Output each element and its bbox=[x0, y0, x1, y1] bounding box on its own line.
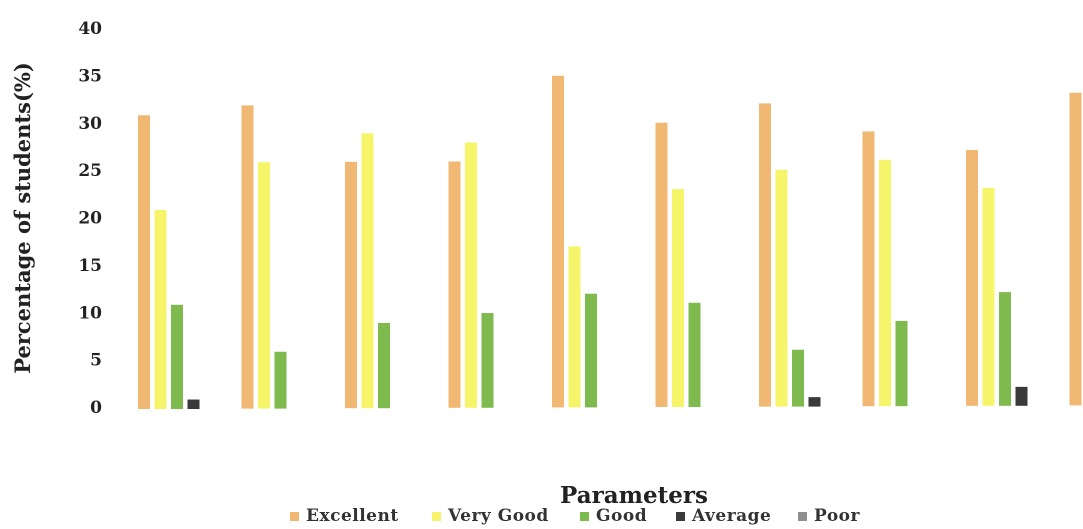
bar-excellent bbox=[1069, 92, 1082, 406]
bar-good bbox=[999, 292, 1011, 406]
legend-label: Average bbox=[691, 506, 771, 526]
bar-good bbox=[792, 349, 804, 407]
y-tick-label: 15 bbox=[78, 256, 102, 276]
bar-good bbox=[171, 304, 183, 409]
bar-very-good bbox=[465, 142, 477, 408]
y-axis-ticks: 0 5 10 15 20 25 30 35 40 bbox=[78, 19, 102, 418]
bar-excellent bbox=[345, 161, 357, 409]
legend-swatch-good bbox=[580, 512, 589, 521]
bar-excellent bbox=[759, 103, 771, 407]
bar-average bbox=[187, 399, 200, 409]
legend-swatch-poor bbox=[798, 512, 807, 521]
bar-excellent bbox=[862, 131, 875, 407]
y-axis-label: Percentage of students(%) bbox=[10, 62, 35, 374]
y-tick-label: 25 bbox=[78, 161, 102, 181]
bar-average bbox=[1015, 386, 1028, 406]
bar-average bbox=[808, 397, 821, 407]
y-tick-label: 5 bbox=[90, 351, 102, 371]
y-tick-label: 30 bbox=[78, 114, 102, 134]
bar-very-good bbox=[879, 159, 891, 407]
bar-very-good bbox=[361, 133, 374, 409]
legend-swatch-very-good bbox=[432, 512, 441, 521]
bar-excellent bbox=[448, 161, 461, 408]
y-tick-label: 40 bbox=[78, 19, 102, 39]
bar-good bbox=[895, 320, 908, 407]
bars bbox=[138, 75, 1082, 410]
bar-excellent bbox=[966, 149, 978, 406]
legend-swatch-average bbox=[676, 512, 685, 521]
bar-good bbox=[688, 302, 701, 407]
bar-very-good bbox=[258, 162, 270, 409]
y-tick-label: 10 bbox=[78, 303, 102, 323]
bar-good bbox=[274, 351, 287, 409]
y-tick-label: 20 bbox=[78, 209, 102, 229]
bar-very-good bbox=[775, 169, 788, 407]
bar-excellent bbox=[241, 105, 254, 409]
y-tick-label: 0 bbox=[90, 398, 102, 418]
bar-excellent bbox=[138, 115, 150, 410]
bar-good bbox=[378, 322, 390, 409]
legend-swatch-excellent bbox=[290, 512, 299, 521]
legend-label: Poor bbox=[814, 506, 861, 526]
legend: Excellent Very Good Good Average Poor bbox=[290, 506, 861, 526]
y-tick-label: 35 bbox=[78, 66, 102, 86]
x-axis-label: Parameters bbox=[560, 482, 708, 509]
bar-excellent bbox=[552, 75, 564, 408]
legend-label: Good bbox=[596, 506, 647, 526]
bar-good bbox=[481, 313, 494, 408]
bar-good bbox=[585, 293, 597, 408]
bar-very-good bbox=[568, 246, 581, 408]
bar-very-good bbox=[672, 189, 684, 407]
bar-excellent bbox=[655, 122, 668, 407]
legend-label: Very Good bbox=[447, 506, 549, 526]
bar-very-good bbox=[154, 210, 167, 409]
bar-very-good bbox=[982, 187, 995, 406]
legend-label: Excellent bbox=[306, 506, 399, 526]
